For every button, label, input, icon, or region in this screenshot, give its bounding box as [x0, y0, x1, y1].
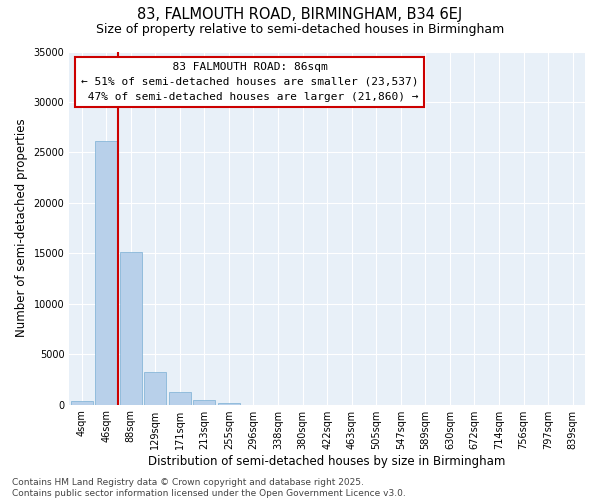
X-axis label: Distribution of semi-detached houses by size in Birmingham: Distribution of semi-detached houses by …	[148, 454, 506, 468]
Bar	[169, 392, 191, 404]
Bar	[144, 372, 166, 404]
Text: 83, FALMOUTH ROAD, BIRMINGHAM, B34 6EJ: 83, FALMOUTH ROAD, BIRMINGHAM, B34 6EJ	[137, 8, 463, 22]
Bar	[119, 252, 142, 404]
Bar	[95, 142, 117, 404]
Text: 83 FALMOUTH ROAD: 86sqm  
← 51% of semi-detached houses are smaller (23,537)
 47: 83 FALMOUTH ROAD: 86sqm ← 51% of semi-de…	[81, 62, 419, 102]
Text: Size of property relative to semi-detached houses in Birmingham: Size of property relative to semi-detach…	[96, 22, 504, 36]
Text: Contains HM Land Registry data © Crown copyright and database right 2025.
Contai: Contains HM Land Registry data © Crown c…	[12, 478, 406, 498]
Y-axis label: Number of semi-detached properties: Number of semi-detached properties	[15, 118, 28, 338]
Bar	[193, 400, 215, 404]
Bar	[71, 401, 92, 404]
Bar	[218, 402, 240, 404]
